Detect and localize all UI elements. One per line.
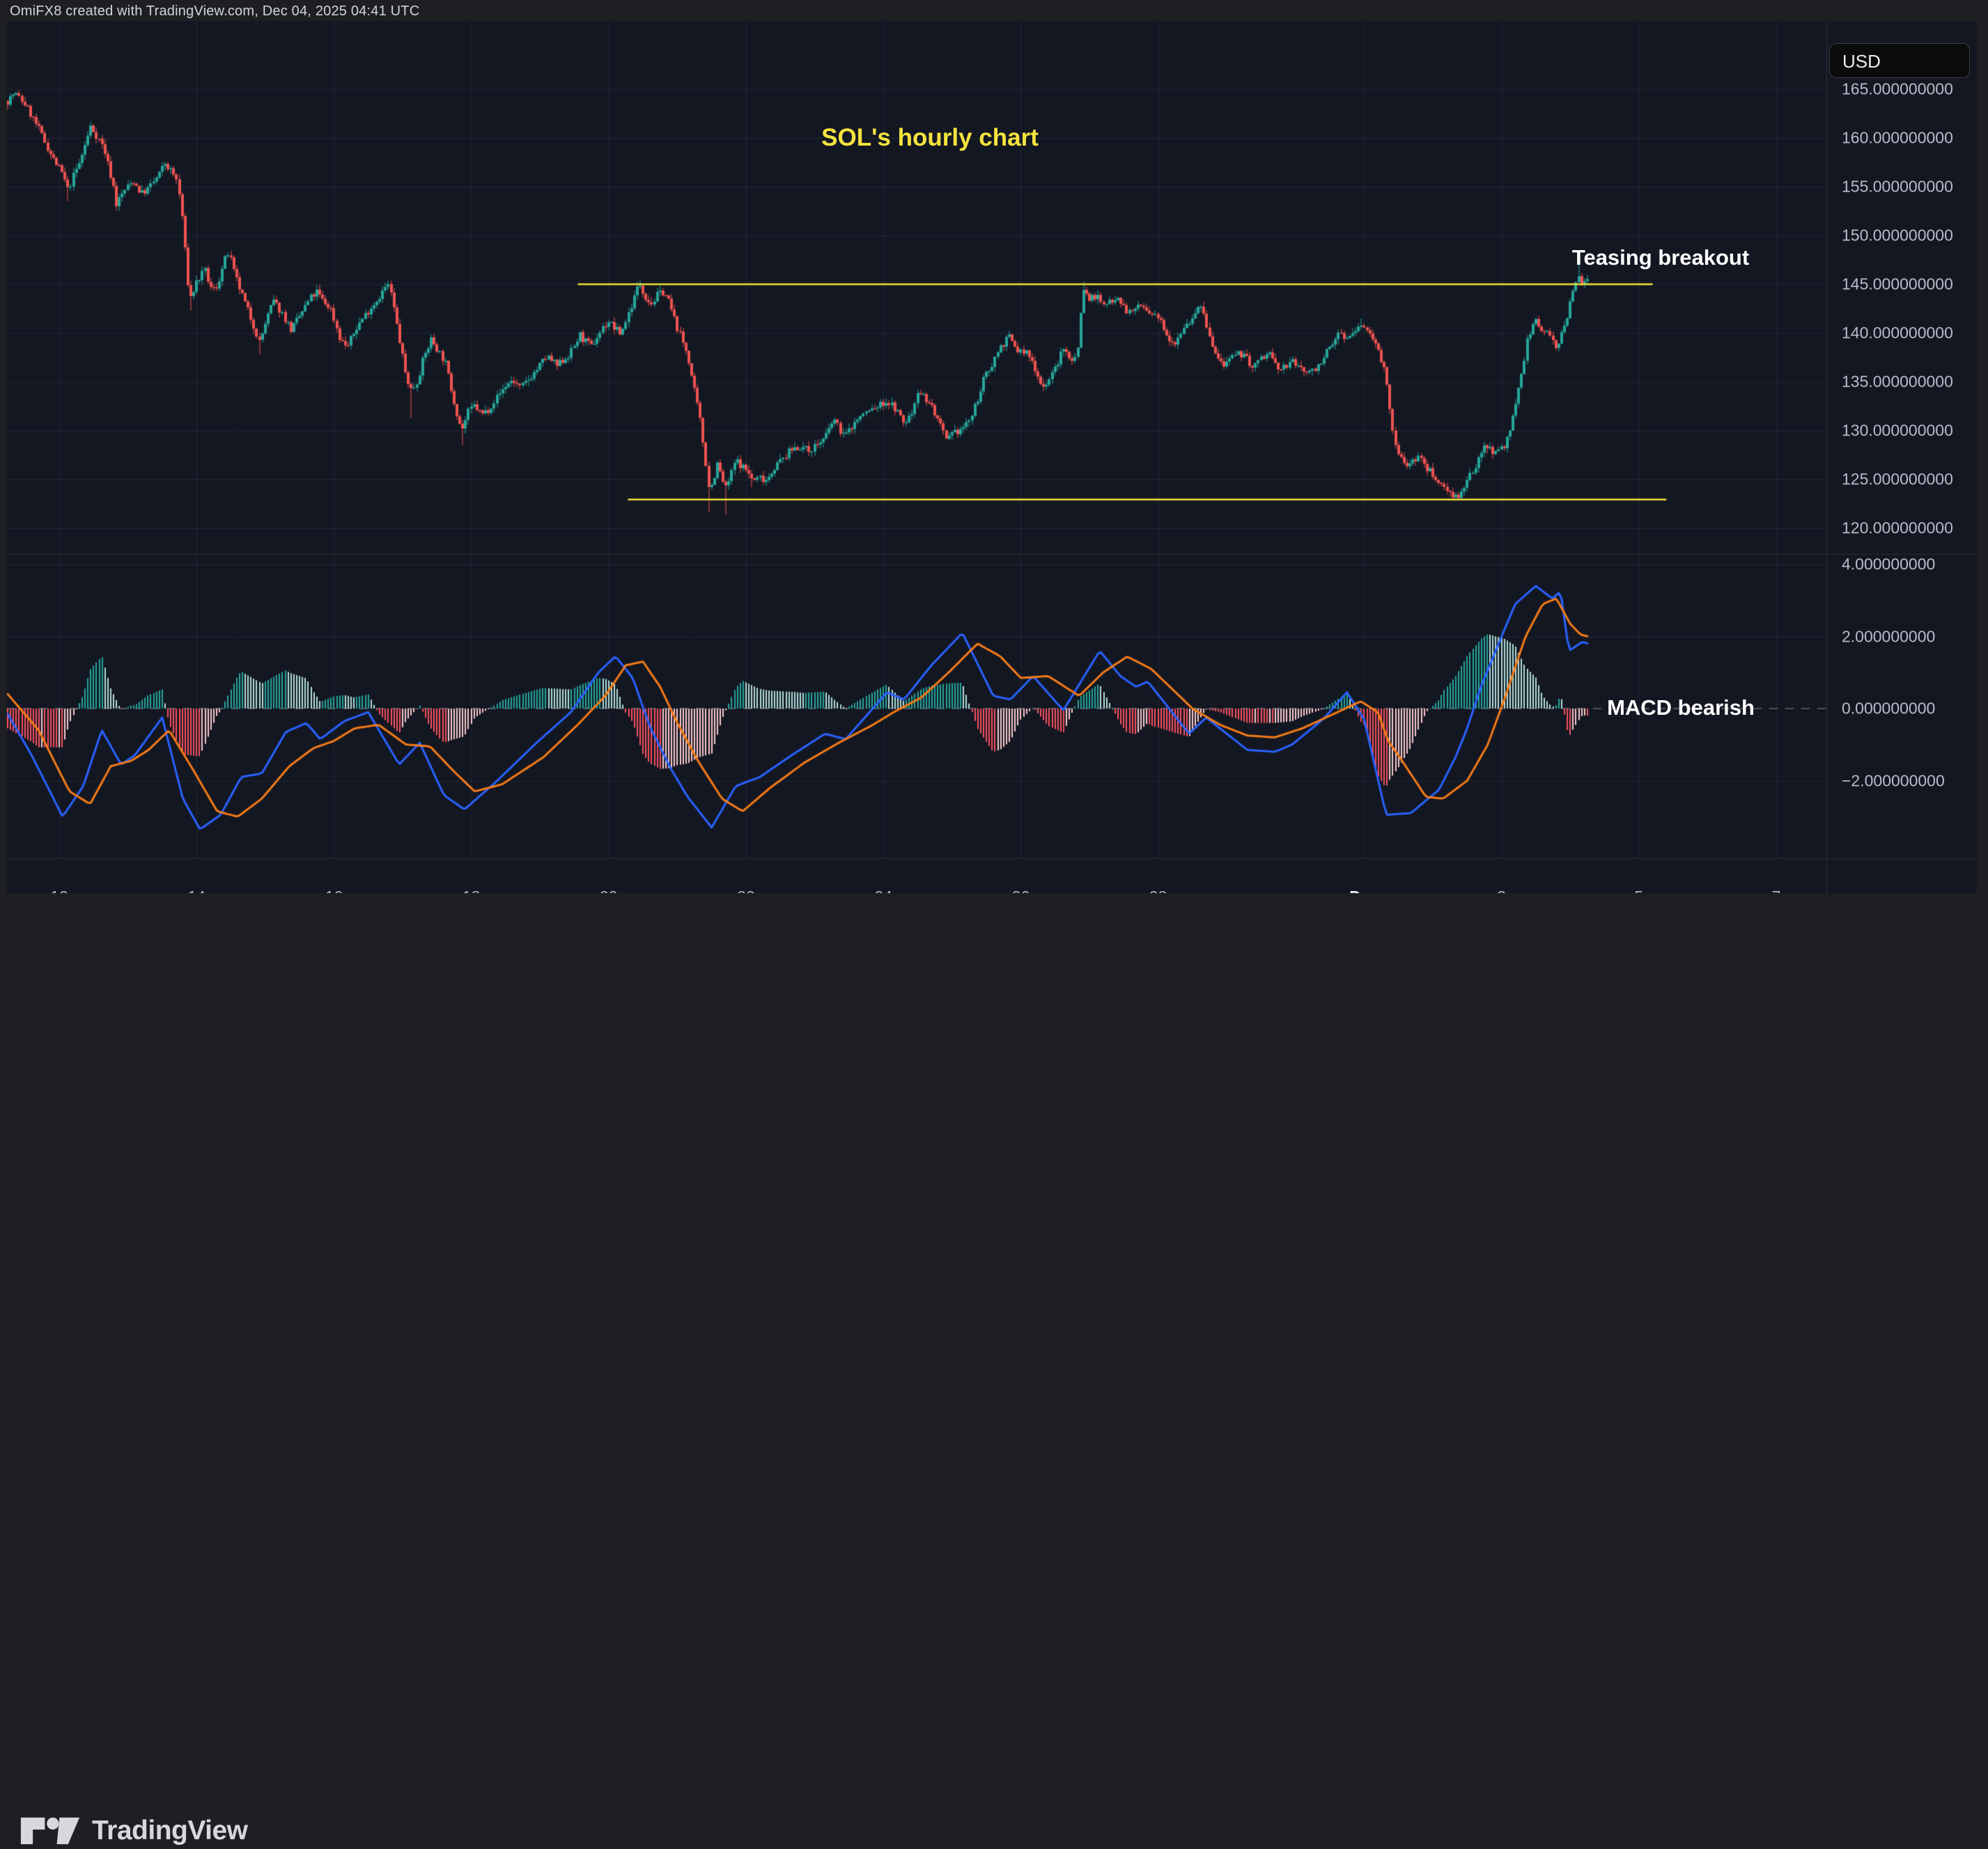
price-axis-label: 140.000000000 (1842, 323, 1953, 342)
price-axis-label: 125.000000000 (1842, 470, 1953, 488)
price-axis-label: 165.000000000 (1842, 79, 1953, 98)
tradingview-logo-icon (20, 1817, 80, 1845)
top-attribution-bar: OmiFX8 created with TradingView.com, Dec… (0, 0, 1988, 21)
price-axis-label: 155.000000000 (1842, 177, 1953, 196)
price-axis-label: 120.000000000 (1842, 518, 1953, 537)
price-axis-label: 130.000000000 (1842, 421, 1953, 440)
price-axis-label: 160.000000000 (1842, 128, 1953, 147)
price-axis-label: 150.000000000 (1842, 226, 1953, 245)
bottom-bar: TradingView (0, 893, 1988, 1846)
currency-usd-button[interactable]: USD (1829, 43, 1970, 78)
tradingview-logo[interactable]: TradingView (20, 1813, 248, 1849)
macd-bearish-label: MACD bearish (1607, 695, 1755, 720)
macd-axis-label: 4.000000000 (1842, 555, 1936, 573)
macd-axis-label: −2.000000000 (1842, 771, 1945, 789)
attribution-text: OmiFX8 created with TradingView.com, Dec… (10, 3, 420, 19)
price-axis-label: 135.000000000 (1842, 372, 1953, 391)
candlestick-macd-canvas[interactable] (7, 21, 1977, 893)
tradingview-logo-text: TradingView (92, 1816, 248, 1846)
teasing-breakout-label: Teasing breakout (1571, 245, 1750, 270)
price-axis-label: 145.000000000 (1842, 274, 1953, 293)
price-axis: USD 165.000000000 160.000000000 155.000000… (1826, 21, 1977, 893)
macd-axis-label: 0.000000000 (1842, 699, 1936, 718)
chart-area: SOL's hourly chart Teasing breakout MACD… (7, 21, 1977, 906)
chart-title: SOL's hourly chart (821, 124, 1039, 151)
macd-axis-label: 2.000000000 (1842, 627, 1936, 645)
